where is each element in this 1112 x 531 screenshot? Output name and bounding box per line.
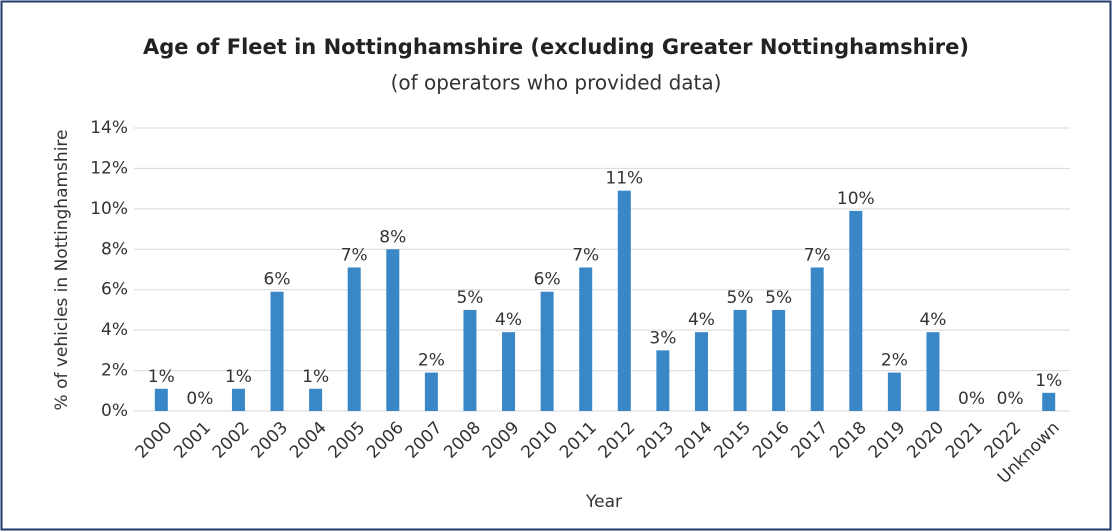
bar (694, 332, 708, 411)
bar (887, 372, 901, 411)
bar (926, 332, 940, 411)
data-label: 2% (418, 351, 445, 371)
y-tick-label: 4% (101, 320, 128, 340)
bar (386, 249, 400, 411)
data-label: 0% (186, 389, 213, 409)
bar (579, 267, 593, 411)
x-axis-label: Year (585, 492, 622, 512)
y-axis-label: % of vehicles in Nottinghamshire (52, 130, 72, 411)
y-tick-label: 10% (90, 199, 128, 219)
bar (1042, 392, 1056, 411)
y-tick-label: 14% (90, 118, 128, 138)
data-label: 4% (919, 310, 946, 330)
data-label: 8% (379, 227, 406, 247)
bar (849, 210, 863, 411)
y-tick-label: 6% (101, 280, 128, 300)
bar (656, 350, 670, 411)
y-tick-label: 0% (101, 401, 128, 421)
y-tick-label: 2% (101, 361, 128, 381)
data-label: 7% (804, 245, 831, 265)
bar (540, 291, 554, 411)
data-label: 4% (495, 310, 522, 330)
bar (424, 372, 438, 411)
data-label: 6% (534, 270, 561, 290)
bar (617, 190, 631, 411)
data-label: 1% (302, 367, 329, 387)
data-label: 7% (572, 245, 599, 265)
bar (463, 309, 477, 411)
bar (270, 291, 284, 411)
data-label: 5% (456, 288, 483, 308)
data-label: 4% (688, 310, 715, 330)
bar (231, 388, 245, 411)
data-label: 3% (649, 328, 676, 348)
data-label: 5% (727, 288, 754, 308)
bar (347, 267, 361, 411)
data-label: 6% (264, 270, 291, 290)
bar (733, 309, 747, 411)
bar (502, 332, 516, 411)
data-label: 5% (765, 288, 792, 308)
bar (810, 267, 824, 411)
bar (309, 388, 323, 411)
data-label: 11% (605, 169, 643, 189)
data-label: 10% (837, 189, 875, 209)
data-label: 2% (881, 351, 908, 371)
data-label: 1% (1035, 371, 1062, 391)
data-label: 1% (148, 367, 175, 387)
y-tick-label: 12% (90, 158, 128, 178)
bar (772, 309, 786, 411)
data-label: 7% (341, 245, 368, 265)
bar (154, 388, 168, 411)
data-label: 0% (997, 389, 1024, 409)
data-label: 0% (958, 389, 985, 409)
y-tick-label: 8% (101, 239, 128, 259)
chart-subtitle: (of operators who provided data) (391, 71, 722, 95)
chart-title: Age of Fleet in Nottinghamshire (excludi… (143, 35, 969, 59)
data-label: 1% (225, 367, 252, 387)
